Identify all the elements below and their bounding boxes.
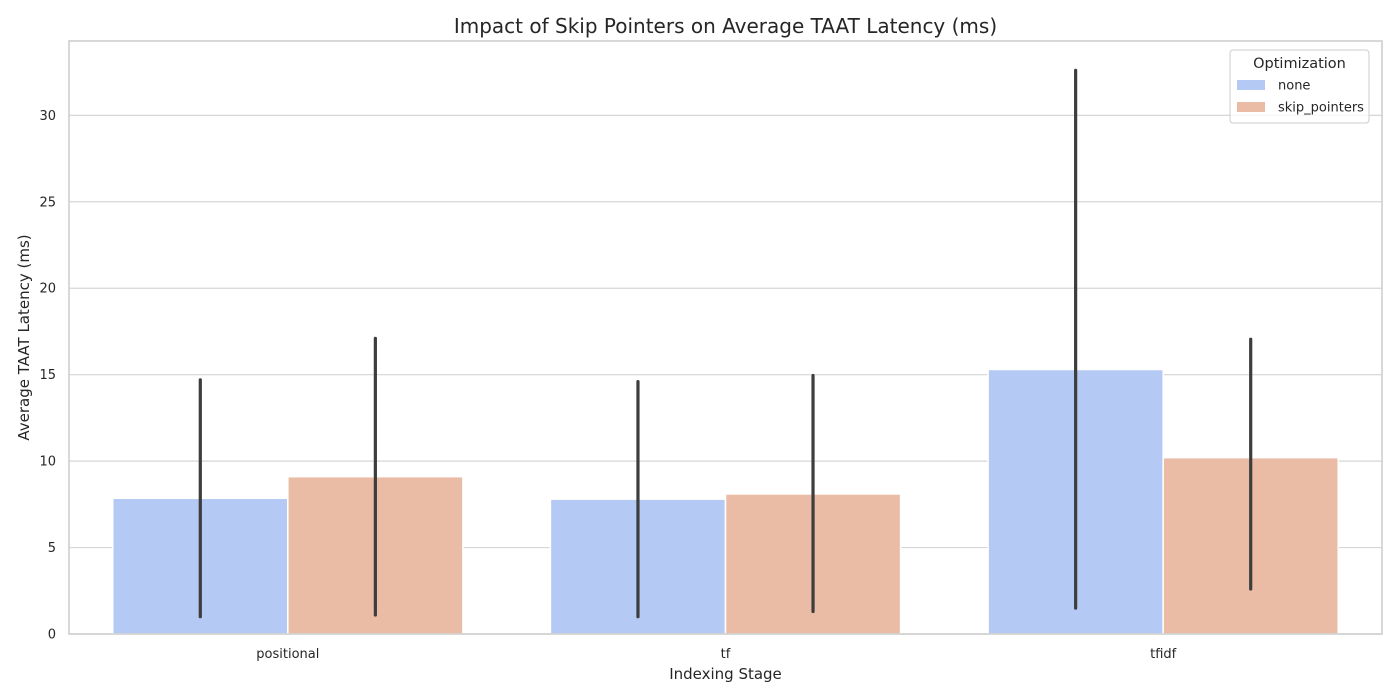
- y-tick-label: 30: [39, 109, 56, 124]
- y-tick-label: 0: [48, 628, 56, 643]
- legend-title: Optimization: [1253, 56, 1346, 72]
- legend-label-none: none: [1278, 79, 1310, 94]
- y-tick-label: 5: [48, 541, 56, 556]
- bar-layer: [112, 368, 1339, 635]
- y-tick-label: 10: [39, 455, 56, 470]
- y-tick-labels: 0 5 10 15 20 25 30: [39, 109, 56, 643]
- error-bar-layer: [198, 68, 1253, 619]
- chart-title: Impact of Skip Pointers on Average TAAT …: [454, 14, 997, 38]
- plot-frame: [68, 40, 1383, 635]
- legend-swatch-skip-pointers: [1237, 102, 1265, 112]
- legend: Optimization none skip_pointers: [1229, 49, 1370, 124]
- y-axis-label: Average TAAT Latency (ms): [15, 234, 33, 440]
- legend-swatch-none: [1237, 80, 1265, 90]
- x-tick-label-positional: positional: [256, 647, 319, 662]
- y-tick-label: 25: [39, 195, 56, 210]
- y-tick-label: 20: [39, 282, 56, 297]
- x-tick-labels: positional tf tfidf: [256, 647, 1176, 662]
- x-tick-label-tf: tf: [721, 647, 731, 662]
- x-tick-label-tfidf: tfidf: [1150, 647, 1177, 662]
- y-tick-label: 15: [39, 368, 56, 383]
- x-axis-label: Indexing Stage: [669, 665, 782, 683]
- legend-label-skip-pointers: skip_pointers: [1278, 101, 1364, 116]
